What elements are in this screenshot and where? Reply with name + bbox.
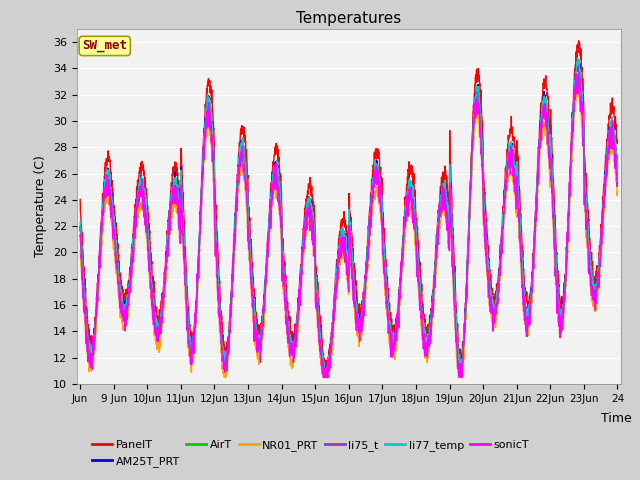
AirT bbox=[246, 250, 253, 255]
AM25T_PRT bbox=[76, 224, 84, 229]
li75_t bbox=[541, 99, 548, 105]
sonicT bbox=[246, 258, 253, 264]
sonicT bbox=[575, 70, 583, 76]
PanelT bbox=[76, 197, 84, 203]
Text: SW_met: SW_met bbox=[82, 39, 127, 52]
AM25T_PRT bbox=[541, 97, 548, 103]
NR01_PRT bbox=[541, 126, 548, 132]
Line: li75_t: li75_t bbox=[80, 66, 618, 377]
li77_temp bbox=[573, 55, 581, 60]
li75_t bbox=[381, 267, 389, 273]
NR01_PRT bbox=[130, 248, 138, 253]
PanelT bbox=[606, 109, 614, 115]
NR01_PRT bbox=[221, 374, 228, 380]
AirT bbox=[614, 173, 621, 179]
AirT bbox=[511, 169, 518, 175]
PanelT bbox=[130, 223, 138, 229]
Line: li77_temp: li77_temp bbox=[80, 58, 618, 375]
li77_temp bbox=[381, 262, 389, 268]
Legend: PanelT, AM25T_PRT, AirT, NR01_PRT, li75_t, li77_temp, sonicT: PanelT, AM25T_PRT, AirT, NR01_PRT, li75_… bbox=[88, 436, 534, 471]
AirT bbox=[321, 374, 329, 380]
PanelT bbox=[614, 137, 621, 143]
li77_temp bbox=[321, 372, 329, 378]
X-axis label: Time: Time bbox=[601, 412, 632, 425]
Title: Temperatures: Temperatures bbox=[296, 11, 401, 26]
li77_temp bbox=[76, 219, 84, 225]
li75_t bbox=[575, 63, 582, 69]
li75_t bbox=[321, 374, 329, 380]
sonicT bbox=[606, 135, 614, 141]
AM25T_PRT bbox=[323, 373, 331, 379]
NR01_PRT bbox=[246, 268, 254, 274]
AirT bbox=[130, 240, 138, 246]
Line: AM25T_PRT: AM25T_PRT bbox=[80, 60, 618, 376]
sonicT bbox=[614, 180, 621, 185]
sonicT bbox=[319, 374, 327, 380]
PanelT bbox=[381, 245, 389, 251]
AirT bbox=[76, 232, 84, 238]
AirT bbox=[541, 106, 548, 112]
li77_temp bbox=[130, 232, 138, 238]
NR01_PRT bbox=[511, 192, 518, 197]
Line: PanelT: PanelT bbox=[80, 41, 618, 369]
li75_t bbox=[614, 165, 621, 170]
AM25T_PRT bbox=[575, 57, 582, 63]
AM25T_PRT bbox=[246, 240, 253, 246]
AM25T_PRT bbox=[614, 164, 621, 170]
Line: AirT: AirT bbox=[80, 71, 618, 377]
AirT bbox=[606, 134, 614, 140]
AM25T_PRT bbox=[606, 122, 614, 128]
li77_temp bbox=[511, 162, 518, 168]
NR01_PRT bbox=[76, 248, 84, 253]
sonicT bbox=[381, 284, 389, 289]
AM25T_PRT bbox=[511, 162, 518, 168]
AirT bbox=[381, 275, 389, 280]
li75_t bbox=[246, 243, 253, 249]
li77_temp bbox=[541, 95, 548, 101]
PanelT bbox=[323, 366, 330, 372]
Line: NR01_PRT: NR01_PRT bbox=[80, 85, 618, 377]
PanelT bbox=[511, 142, 518, 147]
PanelT bbox=[575, 38, 582, 44]
li75_t bbox=[511, 166, 518, 171]
sonicT bbox=[541, 112, 548, 118]
li75_t bbox=[76, 225, 84, 230]
sonicT bbox=[76, 232, 84, 238]
Line: sonicT: sonicT bbox=[80, 73, 618, 377]
li75_t bbox=[130, 233, 138, 239]
NR01_PRT bbox=[381, 292, 389, 298]
NR01_PRT bbox=[573, 82, 581, 88]
PanelT bbox=[541, 83, 548, 88]
NR01_PRT bbox=[606, 148, 614, 154]
sonicT bbox=[511, 178, 518, 183]
AirT bbox=[575, 68, 582, 74]
PanelT bbox=[246, 215, 253, 220]
li77_temp bbox=[246, 234, 253, 240]
li77_temp bbox=[606, 119, 614, 124]
sonicT bbox=[130, 239, 138, 245]
NR01_PRT bbox=[614, 189, 621, 194]
AM25T_PRT bbox=[381, 263, 389, 268]
Y-axis label: Temperature (C): Temperature (C) bbox=[35, 156, 47, 257]
li77_temp bbox=[614, 167, 621, 173]
AM25T_PRT bbox=[130, 233, 138, 239]
li75_t bbox=[606, 125, 614, 131]
